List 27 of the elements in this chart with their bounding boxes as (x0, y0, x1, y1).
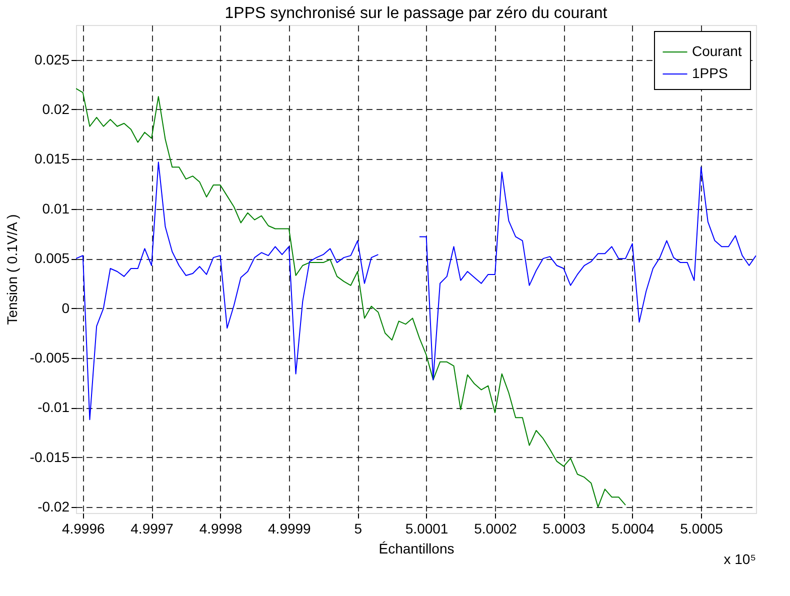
x-tick-label: 4.9998 (199, 520, 242, 536)
x-tick-label: 4.9996 (62, 520, 105, 536)
y-tick-label: -0.015 (30, 448, 70, 465)
x-tick-label: 5.0003 (542, 520, 586, 536)
y-tick-label: 0 (62, 300, 70, 316)
x-tick-label: 5.0002 (474, 520, 518, 536)
x-tick-label: 4.9997 (130, 520, 174, 536)
y-tick-label: -0.01 (38, 399, 70, 416)
x-tick-label: 5.0004 (611, 520, 654, 536)
legend-label: Courant (692, 43, 742, 59)
x-tick-label: 5.0001 (405, 520, 448, 536)
y-tick-label: 0.015 (34, 150, 70, 167)
legend-label: 1PPS (692, 65, 728, 81)
x-tick-label: 5.0005 (680, 520, 724, 536)
x-tick-label: 4.9999 (268, 520, 312, 536)
y-axis-title: Tension ( 0.1V/A ) (4, 214, 20, 325)
chart-title: 1PPS synchronisé sur le passage par zéro du courant (224, 5, 608, 22)
x-tick-label: 5 (354, 520, 362, 536)
y-tick-label: -0.02 (38, 498, 70, 515)
y-tick-label: -0.005 (30, 349, 70, 366)
y-tick-label: 0.01 (42, 200, 70, 216)
text: x 10⁵ (724, 551, 756, 567)
y-tick-label: 0.02 (42, 100, 70, 117)
y-tick-label: 0.005 (34, 250, 70, 266)
x-axis-title: Échantillons (378, 540, 454, 556)
y-tick-label: 0.025 (34, 51, 70, 68)
line-series (76, 88, 626, 508)
